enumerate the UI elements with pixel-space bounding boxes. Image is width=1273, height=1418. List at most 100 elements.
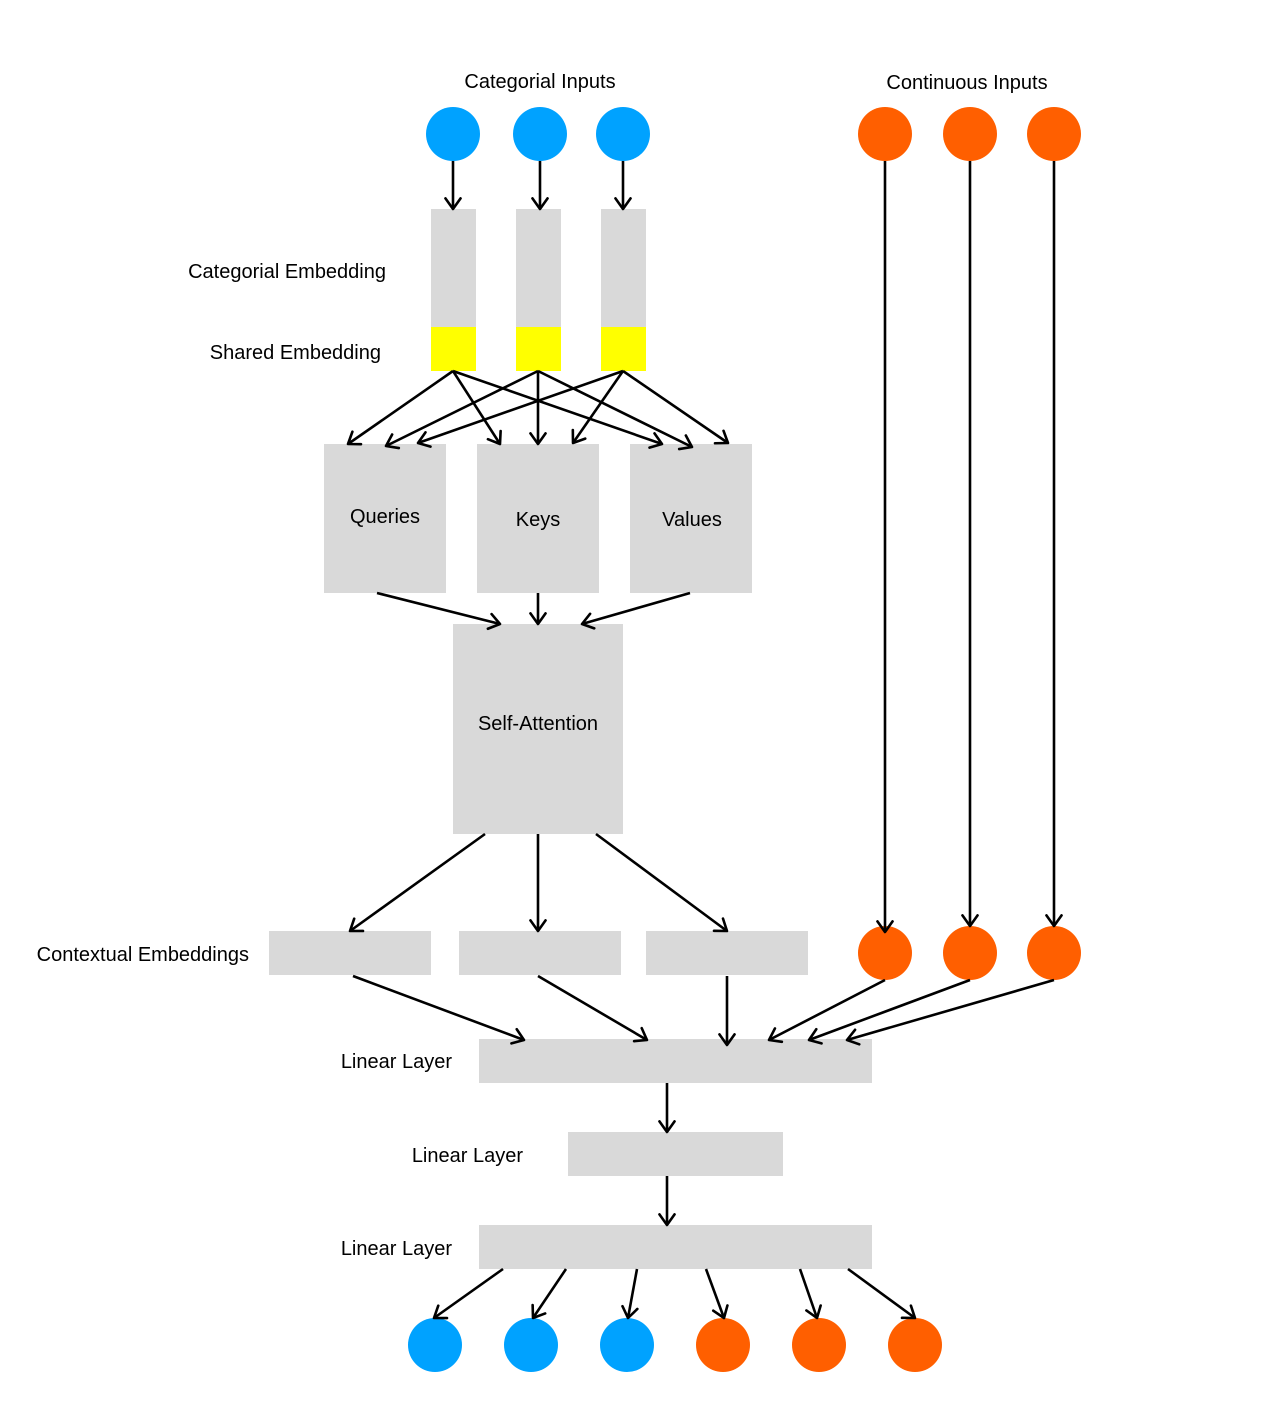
arrow-head-26 (807, 1027, 823, 1045)
arrow-head-24 (718, 1033, 736, 1047)
arrow-head-3 (614, 197, 632, 211)
linear-layer-2-block (568, 1132, 783, 1176)
categorical-input-node-3 (596, 107, 650, 161)
arrow-head-16 (486, 612, 502, 631)
arrow-head-12 (677, 434, 694, 451)
continuous-input-node-1 (858, 107, 912, 161)
arrow-line-30 (433, 1267, 504, 1320)
linear-layer-3-block (479, 1225, 872, 1269)
arrow-head-25 (767, 1027, 784, 1044)
shared-embedding-block-2 (516, 327, 561, 371)
arrows-group (346, 161, 1063, 1320)
arrow-line-14 (571, 370, 625, 444)
self-attention-block (453, 624, 623, 834)
linear-layer-2-label: Linear Layer (412, 1145, 524, 1167)
categorial-embedding-block-3 (601, 209, 646, 327)
arrow-head-29 (658, 1213, 676, 1227)
arrow-head-20 (529, 919, 547, 933)
continuous-inputs-label: Continuous Inputs (886, 72, 1047, 94)
queries-block (324, 444, 446, 593)
arrow-line-23 (537, 974, 648, 1042)
arrow-line-27 (846, 978, 1055, 1042)
arrow-line-21 (595, 832, 728, 933)
arrow-head-15 (713, 429, 730, 445)
arrow-line-8 (451, 370, 502, 445)
arrow-head-31 (531, 1303, 547, 1320)
self-attention-label: Self-Attention (478, 713, 598, 735)
categorial-inputs-label: Categorial Inputs (464, 71, 615, 93)
arrow-head-23 (632, 1026, 649, 1043)
continuous-input-node-2 (943, 107, 997, 161)
linear-layer-3-label: Linear Layer (341, 1238, 453, 1260)
arrow-head-35 (900, 1304, 917, 1320)
arrow-head-32 (621, 1304, 639, 1320)
output-categorical-node-2 (504, 1318, 558, 1372)
shared-embedding-block-3 (601, 327, 646, 371)
arrow-line-22 (352, 974, 525, 1042)
contextual-embeddings-label: Contextual Embeddings (37, 944, 249, 966)
continuous-feature-node-1 (858, 926, 912, 980)
output-continuous-node-3 (888, 1318, 942, 1372)
arrow-line-32 (626, 1268, 639, 1319)
arrow-line-18 (581, 591, 691, 626)
values-label: Values (662, 509, 722, 531)
contextual-embedding-block-3 (646, 931, 808, 975)
arrow-head-18 (580, 612, 596, 630)
shared-embedding-block-1 (431, 327, 476, 371)
arrow-head-14 (571, 428, 587, 445)
arrow-head-11 (529, 432, 547, 446)
arrow-line-12 (537, 369, 693, 449)
categorial-embedding-block-2 (516, 209, 561, 327)
contextual-embedding-block-1 (269, 931, 431, 975)
categorical-input-node-2 (513, 107, 567, 161)
arrow-head-4 (876, 920, 894, 934)
arrow-head-22 (510, 1027, 526, 1045)
arrow-head-33 (711, 1304, 729, 1320)
arrow-head-8 (486, 429, 502, 446)
arrow-line-9 (452, 369, 663, 446)
arrow-head-2 (531, 197, 549, 211)
arrow-head-13 (416, 431, 432, 448)
arrow-line-16 (376, 591, 501, 626)
shared-embedding-label: Shared Embedding (210, 342, 381, 364)
output-continuous-node-2 (792, 1318, 846, 1372)
arrow-head-10 (384, 433, 401, 450)
arrow-head-17 (529, 612, 547, 626)
arrow-head-27 (845, 1028, 861, 1046)
arrow-line-19 (349, 832, 486, 933)
arrow-line-33 (704, 1268, 726, 1319)
continuous-feature-node-3 (1027, 926, 1081, 980)
arrow-line-35 (847, 1267, 916, 1320)
arrow-head-7 (346, 430, 363, 446)
continuous-input-node-3 (1027, 107, 1081, 161)
arrow-line-34 (798, 1268, 819, 1319)
arrow-line-7 (347, 369, 454, 446)
arrow-line-10 (385, 369, 539, 448)
categorial-embedding-label: Categorial Embedding (188, 261, 386, 283)
contextual-embedding-block-2 (459, 931, 621, 975)
categorial-embedding-block-1 (431, 209, 476, 327)
arrow-line-31 (531, 1268, 568, 1319)
arrow-line-15 (622, 369, 729, 445)
arrow-head-34 (805, 1304, 822, 1320)
arrow-head-19 (348, 917, 365, 933)
arrow-head-9 (648, 432, 664, 449)
categorical-input-node-1 (426, 107, 480, 161)
arrow-head-1 (444, 197, 462, 211)
keys-label: Keys (516, 509, 560, 531)
continuous-feature-node-2 (943, 926, 997, 980)
arrow-line-13 (417, 369, 624, 445)
arrow-line-26 (808, 978, 971, 1042)
output-categorical-node-1 (408, 1318, 462, 1372)
queries-label: Queries (350, 506, 420, 528)
output-continuous-node-1 (696, 1318, 750, 1372)
arrow-head-5 (961, 914, 979, 928)
values-block (630, 444, 752, 593)
linear-layer-1-label: Linear Layer (341, 1051, 453, 1073)
output-categorical-node-3 (600, 1318, 654, 1372)
arrow-head-30 (432, 1304, 449, 1320)
linear-layer-1-block (479, 1039, 872, 1083)
arrow-head-21 (712, 917, 729, 933)
arrow-head-28 (658, 1120, 676, 1134)
